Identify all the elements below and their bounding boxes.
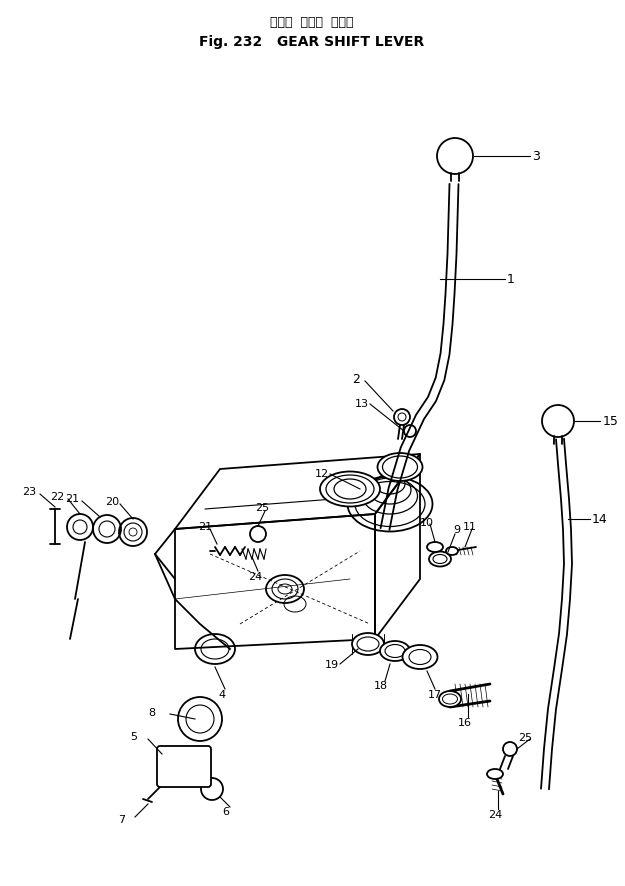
- Text: 20: 20: [105, 496, 119, 507]
- Text: 11: 11: [463, 522, 477, 532]
- Text: 2: 2: [352, 373, 360, 386]
- Text: 21: 21: [65, 494, 79, 503]
- Text: 21: 21: [198, 522, 212, 532]
- Ellipse shape: [439, 691, 461, 707]
- Text: ギヤー  シフト  レバー: ギヤー シフト レバー: [270, 15, 354, 28]
- Text: 5: 5: [130, 731, 137, 742]
- Ellipse shape: [378, 454, 423, 481]
- FancyBboxPatch shape: [157, 746, 211, 787]
- Text: 23: 23: [22, 486, 36, 496]
- Text: 13: 13: [355, 399, 369, 408]
- Text: 6: 6: [222, 806, 229, 816]
- Text: 12: 12: [315, 469, 329, 478]
- Text: 18: 18: [374, 680, 388, 690]
- Text: 9: 9: [453, 525, 460, 534]
- Ellipse shape: [380, 641, 410, 661]
- Text: 24: 24: [248, 571, 262, 581]
- Text: 4: 4: [218, 689, 225, 699]
- Text: 8: 8: [148, 707, 155, 717]
- Text: 16: 16: [458, 717, 472, 727]
- Ellipse shape: [427, 542, 443, 552]
- Text: 10: 10: [420, 517, 434, 527]
- Text: 7: 7: [118, 814, 125, 824]
- Text: 3: 3: [532, 151, 540, 163]
- Ellipse shape: [320, 472, 380, 507]
- Ellipse shape: [446, 548, 458, 556]
- Ellipse shape: [402, 645, 437, 669]
- Text: 1: 1: [507, 273, 515, 286]
- Text: 25: 25: [255, 502, 269, 512]
- Text: Fig. 232   GEAR SHIFT LEVER: Fig. 232 GEAR SHIFT LEVER: [199, 35, 424, 49]
- Ellipse shape: [352, 633, 384, 656]
- Text: 25: 25: [518, 732, 532, 742]
- Text: 17: 17: [428, 689, 442, 699]
- Text: 15: 15: [603, 415, 619, 428]
- Ellipse shape: [487, 769, 503, 779]
- Text: 24: 24: [488, 809, 502, 819]
- Text: 19: 19: [325, 659, 339, 669]
- Ellipse shape: [429, 552, 451, 567]
- Text: 22: 22: [50, 492, 64, 501]
- Text: 14: 14: [592, 513, 608, 526]
